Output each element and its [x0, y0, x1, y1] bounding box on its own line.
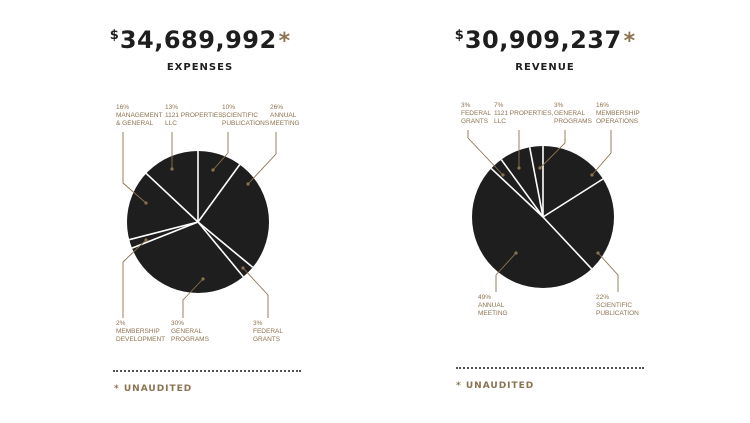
slice-separator: [145, 172, 199, 223]
label-pct: 16%: [116, 104, 130, 111]
label-scientific-publications: 10% SCIENTIFIC PUBLICATIONS: [222, 104, 269, 128]
label-pct: 7%: [494, 102, 504, 109]
label-pct: 10%: [222, 104, 236, 111]
leader-line: [122, 239, 147, 318]
label-line: ANNUAL: [270, 112, 297, 119]
label-federal-grants: 3% FEDERAL GRANTS: [253, 320, 283, 344]
leader-line: [242, 267, 269, 318]
expenses-divider: [113, 370, 301, 372]
leader-line: [591, 130, 612, 176]
label-pct: 13%: [165, 104, 179, 111]
revenue-title: REVENUE: [515, 62, 575, 73]
unaudited-asterisk: *: [278, 29, 291, 54]
expenses-pie-chart: [127, 151, 269, 293]
leader-dots: [144, 166, 600, 281]
label-line: MEETING: [478, 310, 508, 317]
slice-separator: [528, 147, 544, 218]
label-1121-properties: 7% 1121 PROPERTIES, LLC: [494, 102, 553, 126]
label-line: GENERAL: [554, 110, 586, 117]
label-pct: 22%: [596, 294, 610, 301]
leader-lines: [122, 130, 619, 318]
leader-line: [597, 252, 619, 292]
currency-symbol: $: [454, 28, 464, 43]
label-line: MEMBERSHIP: [116, 328, 160, 335]
label-general-programs: 30% GENERAL PROGRAMS: [171, 320, 209, 344]
label-line: DEVELOPMENT: [116, 336, 166, 343]
leader-line: [467, 130, 504, 176]
label-pct: 26%: [270, 104, 284, 111]
slice-separator: [129, 221, 199, 241]
label-pct: 16%: [596, 102, 610, 109]
slice-separator: [542, 178, 604, 218]
slice-separator: [500, 159, 544, 218]
label-pct: 49%: [478, 294, 492, 301]
label-pct: 30%: [171, 320, 185, 327]
note-asterisk: *: [114, 384, 120, 394]
expenses-unaudited-note: * UNAUDITED: [114, 384, 192, 394]
label-line: MEETING: [270, 120, 300, 127]
slice-separator: [542, 216, 593, 270]
label-federal-grants: 3% FEDERAL GRANTS: [461, 102, 491, 126]
label-annual-meeting: 26% ANNUAL MEETING: [270, 104, 300, 128]
currency-symbol: $: [109, 28, 119, 43]
slice-separator: [131, 221, 199, 249]
label-line: PUBLICATIONS: [222, 120, 270, 127]
label-membership-development: 2% MEMBERSHIP DEVELOPMENT: [116, 320, 165, 344]
slice-separator: [197, 221, 254, 268]
label-line: GRANTS: [461, 118, 489, 125]
label-pct: 2%: [116, 320, 126, 327]
slice-separator: [490, 167, 544, 218]
label-membership-operations: 16% MEMBERSHIP OPERATIONS: [596, 102, 640, 126]
revenue-pie-chart: [472, 146, 614, 288]
leader-line: [247, 132, 277, 185]
label-pct: 3%: [461, 102, 471, 109]
slice-separator: [197, 164, 241, 223]
label-line: PROGRAMS: [171, 336, 209, 343]
slice-separator: [197, 221, 244, 278]
label-line: GRANTS: [253, 336, 281, 343]
label-pct: 3%: [554, 102, 564, 109]
label-line: MANAGEMENT: [116, 112, 163, 119]
expenses-title: EXPENSES: [166, 62, 234, 73]
label-line: ANNUAL: [478, 302, 505, 309]
leader-line: [182, 278, 204, 318]
leader-line: [495, 252, 517, 292]
leader-line: [539, 130, 566, 169]
expenses-amount: 34,689,992: [119, 26, 277, 54]
leader-line: [212, 132, 229, 171]
label-line: LLC: [494, 118, 506, 125]
revenue-unaudited-note: * UNAUDITED: [456, 381, 534, 391]
expenses-total: $34,689,992*: [100, 26, 300, 54]
label-line: MEMBERSHIP: [596, 110, 640, 117]
label-line: SCIENTIFIC: [222, 112, 259, 119]
label-line: & GENERAL: [116, 120, 154, 127]
label-line: FEDERAL: [461, 110, 491, 117]
revenue-total: $30,909,237*: [445, 26, 645, 54]
label-annual-meeting: 49% ANNUAL MEETING: [478, 294, 508, 318]
label-line: 1121 PROPERTIES,: [165, 112, 225, 119]
label-line: PROGRAMS: [554, 118, 592, 125]
label-general-programs: 3% GENERAL PROGRAMS: [554, 102, 592, 126]
label-pct: 3%: [253, 320, 263, 327]
leader-line: [122, 132, 147, 204]
revenue-divider: [456, 367, 644, 369]
label-1121-properties: 13% 1121 PROPERTIES, LLC: [165, 104, 224, 128]
label-line: GENERAL: [171, 328, 203, 335]
label-line: FEDERAL: [253, 328, 283, 335]
note-asterisk: *: [456, 381, 462, 391]
label-line: OPERATIONS: [596, 118, 639, 125]
note-text: UNAUDITED: [123, 384, 193, 394]
label-line: LLC: [165, 120, 177, 127]
unaudited-asterisk: *: [623, 29, 636, 54]
revenue-amount: 30,909,237: [464, 26, 622, 54]
label-scientific-publication: 22% SCIENTIFIC PUBLICATION: [596, 294, 639, 318]
label-line: 1121 PROPERTIES,: [494, 110, 554, 117]
label-management-general: 16% MANAGEMENT & GENERAL: [116, 104, 163, 128]
label-line: SCIENTIFIC: [596, 302, 633, 309]
note-text: UNAUDITED: [465, 381, 535, 391]
label-line: PUBLICATION: [596, 310, 639, 317]
